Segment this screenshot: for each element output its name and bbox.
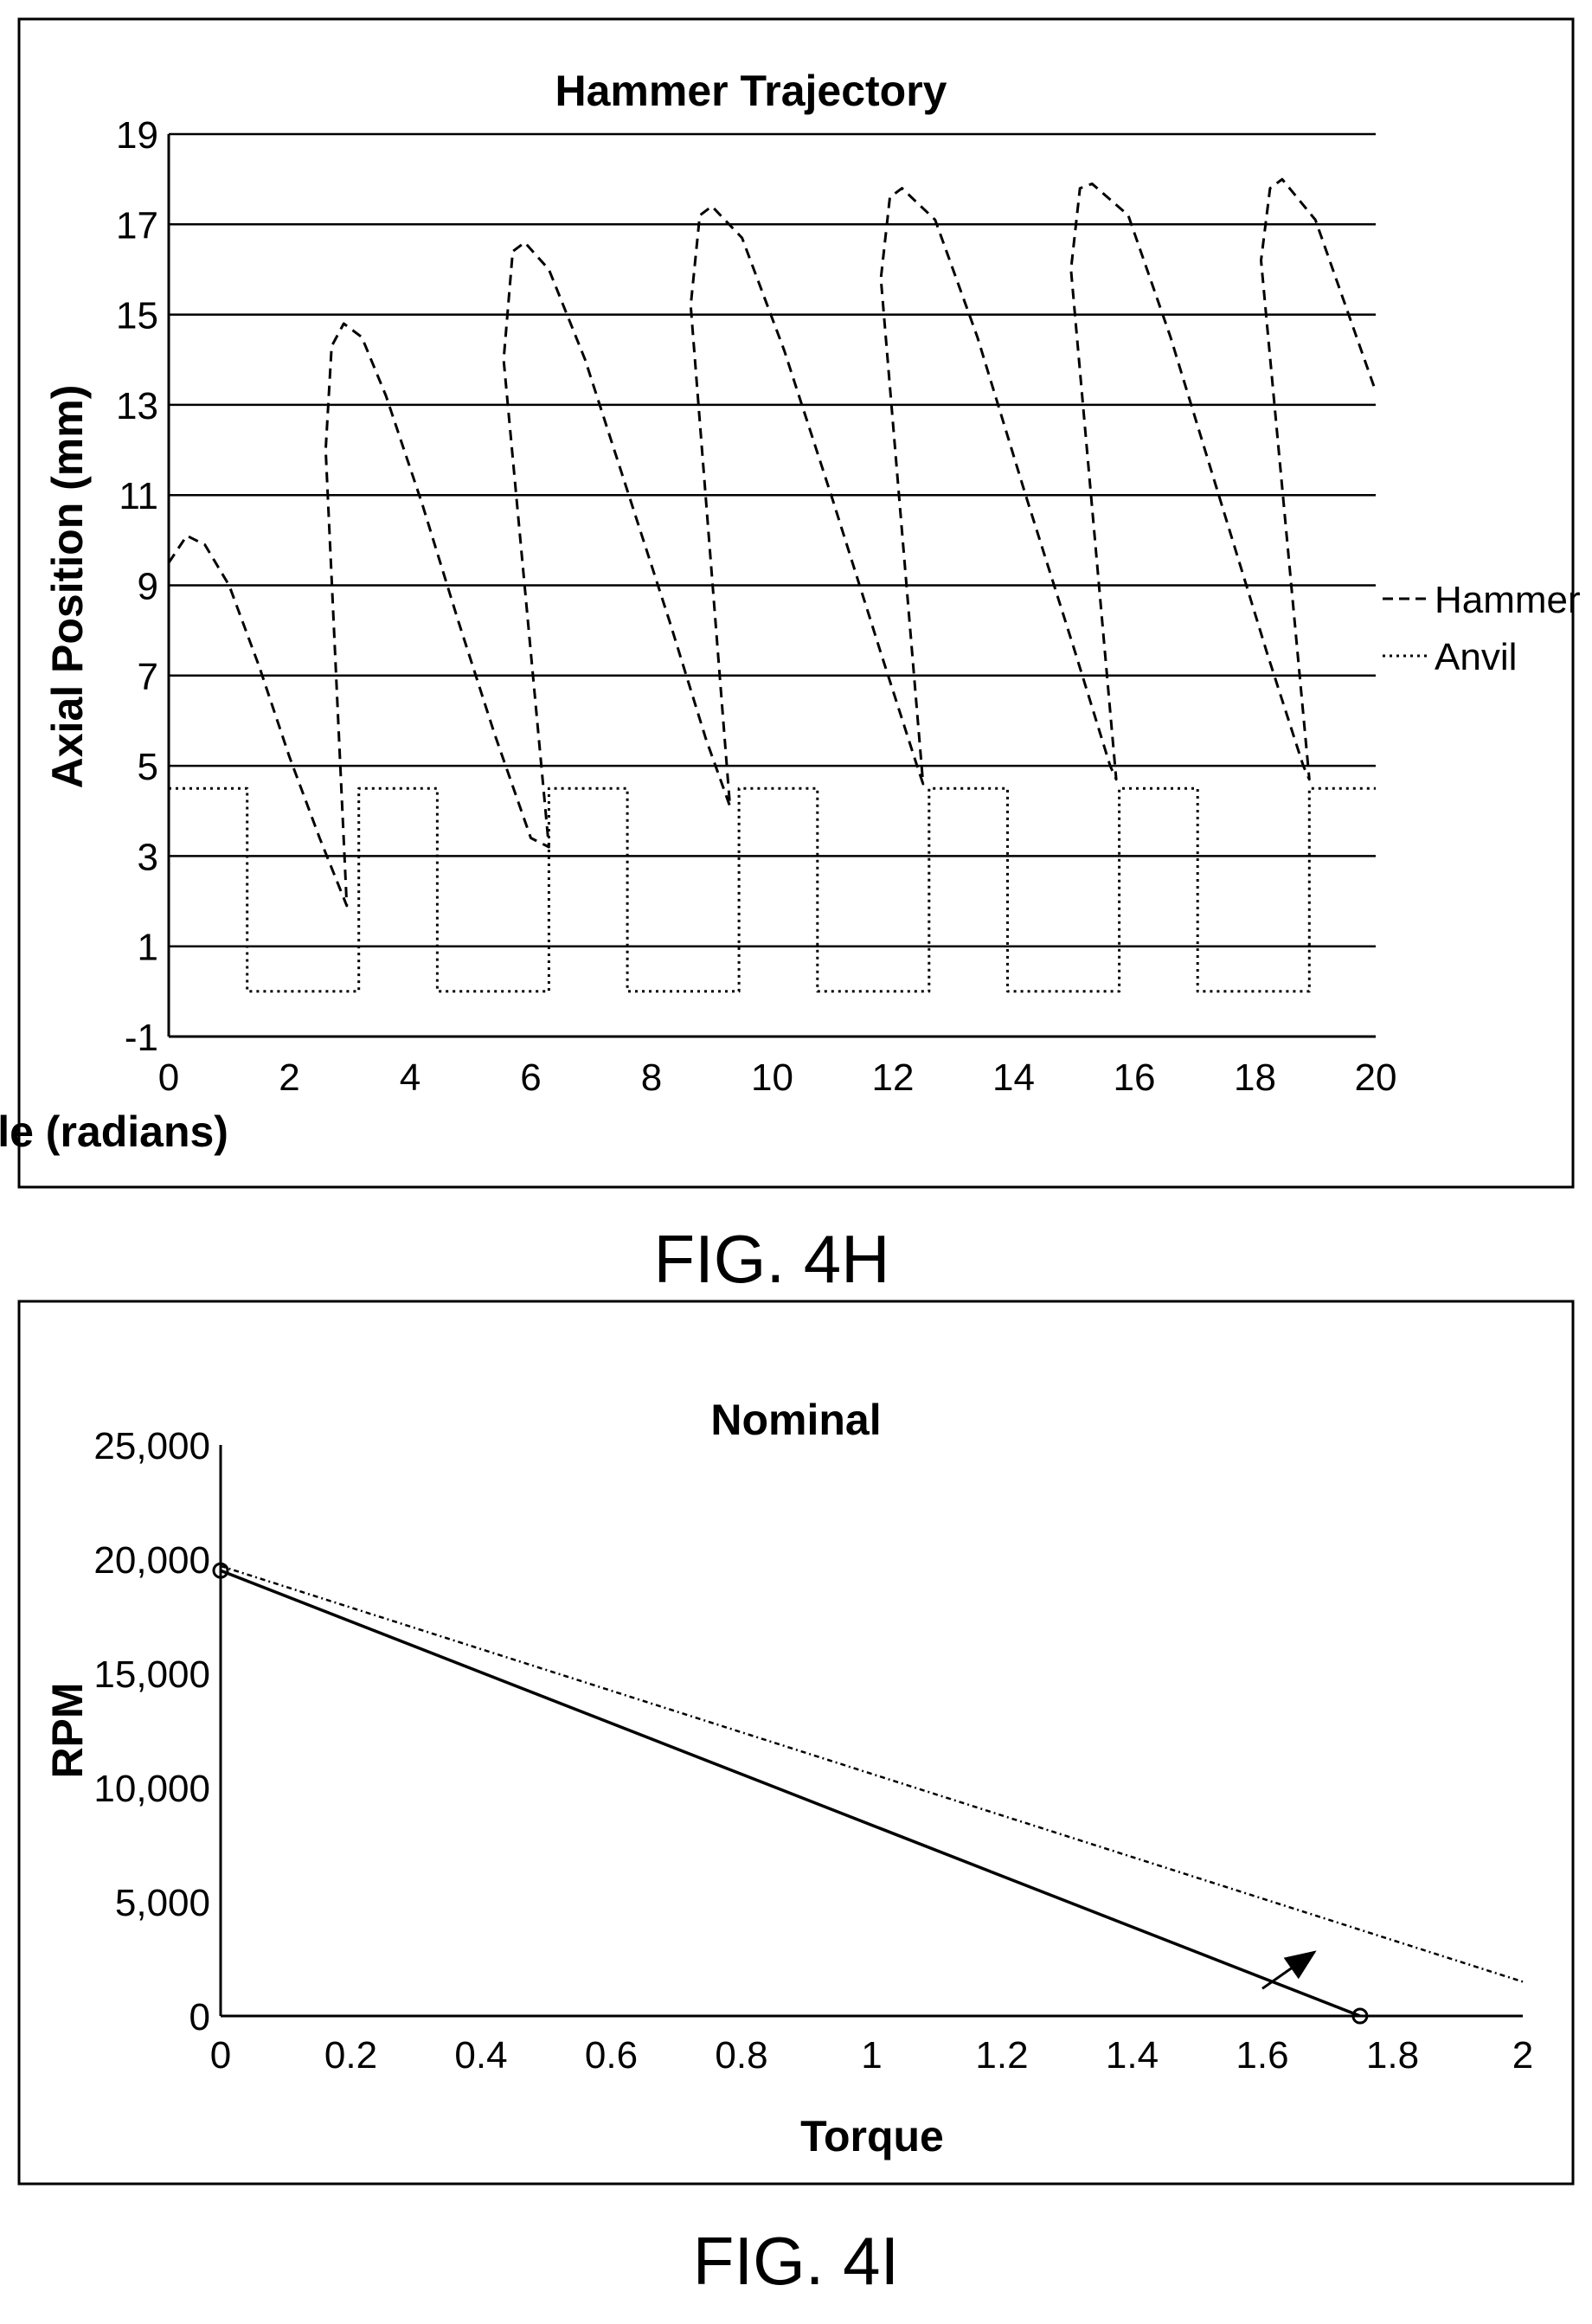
y-tick-label: 17: [116, 204, 158, 247]
x-tick-label: 16: [1114, 1056, 1156, 1099]
legend-label-anvil: Anvil: [1435, 636, 1517, 678]
chart-title: Nominal: [710, 1396, 881, 1444]
x-tick-label: 0.8: [715, 2034, 767, 2077]
x-tick-label: 2: [1512, 2034, 1533, 2077]
x-tick-label: 6: [520, 1056, 541, 1099]
x-tick-label: 1.6: [1236, 2034, 1288, 2077]
y-tick-label: 11: [119, 475, 158, 517]
y-tick-label: 13: [116, 385, 158, 427]
series-line-hammer: [167, 177, 1377, 908]
y-tick-label: 15,000: [93, 1653, 210, 1696]
x-tick-label: 0: [210, 2034, 231, 2077]
axes: [167, 134, 1376, 1038]
legend: Hammer Anvil: [1383, 579, 1581, 678]
x-tick-label: 1: [861, 2034, 882, 2077]
x-tick-label: 0.4: [454, 2034, 507, 2077]
x-tick-label: 18: [1234, 1056, 1276, 1099]
x-tick-label: 14: [992, 1056, 1035, 1099]
y-tick-label: 1: [138, 927, 158, 969]
y-tick-label: -1: [125, 1017, 158, 1059]
y-tick-label: 5,000: [115, 1882, 210, 1924]
annotation-arrow: [1261, 1950, 1317, 1990]
x-tick-label: 12: [872, 1056, 915, 1099]
x-tick-label: 4: [400, 1056, 420, 1099]
series-line-1: [220, 1569, 1361, 2018]
x-tick-label: 1.4: [1106, 2034, 1159, 2077]
y-tick-label: 9: [138, 566, 158, 608]
series-line-2: [220, 1564, 1524, 1983]
y-axis-label: RPM: [43, 1682, 92, 1778]
x-tick-label: 10: [751, 1056, 793, 1099]
gridlines: [169, 132, 1376, 947]
endpoint-marker: [1351, 2007, 1369, 2025]
x-tick-label: 20: [1355, 1056, 1397, 1099]
x-tick-label: 2: [279, 1056, 299, 1099]
series-line-anvil: [169, 786, 1376, 993]
y-tick-label: 19: [116, 114, 158, 157]
y-tick-label: 3: [138, 836, 158, 878]
series-lines: [212, 1562, 1524, 2025]
y-tick-label: 25,000: [93, 1425, 210, 1467]
figure-4h-frame: [17, 17, 1575, 1189]
y-tick-label: 20,000: [93, 1539, 210, 1582]
y-tick-label: 0: [189, 1996, 210, 2038]
x-tick-label: 8: [641, 1056, 662, 1099]
x-axis-label: Torque: [800, 2112, 944, 2160]
y-tick-labels: 0 5,000 10,000 15,000 20,000 25,000: [93, 1425, 210, 2038]
endpoint-marker: [212, 1562, 229, 1579]
x-tick-label: 0.6: [585, 2034, 638, 2077]
x-tick-label: 1.2: [975, 2034, 1028, 2077]
x-tick-label: 0.2: [324, 2034, 377, 2077]
figure-caption: FIG. 4I: [693, 2223, 899, 2299]
x-tick-labels: 0 0.2 0.4 0.6 0.8 1 1.2 1.4 1.6 1.8 2: [210, 2034, 1533, 2077]
y-tick-label: 5: [138, 746, 158, 788]
y-tick-label: 10,000: [93, 1768, 210, 1810]
x-tick-label: 0: [158, 1056, 179, 1099]
figure-4i-frame: [17, 1300, 1575, 2186]
figure-caption: FIG. 4H: [653, 1221, 889, 1297]
x-tick-labels: 0 2 4 6 8 10 12 14 16 18 20: [158, 1056, 1397, 1099]
y-axis-label: Axial Position (mm): [43, 385, 92, 789]
chart-title: Hammer Trajectory: [555, 67, 947, 115]
series-lines: [167, 177, 1377, 993]
y-tick-label: 7: [138, 656, 158, 698]
legend-label-hammer: Hammer: [1435, 579, 1581, 621]
x-tick-label: 1.8: [1366, 2034, 1419, 2077]
axes: [219, 1445, 1523, 2018]
figure-4i: Nominal 0 5,000 10,000 15,000 20,000 25,000 0…: [17, 1300, 1575, 2186]
y-tick-label: 15: [116, 295, 158, 337]
x-axis-label: Angle (radians): [0, 1107, 228, 1156]
